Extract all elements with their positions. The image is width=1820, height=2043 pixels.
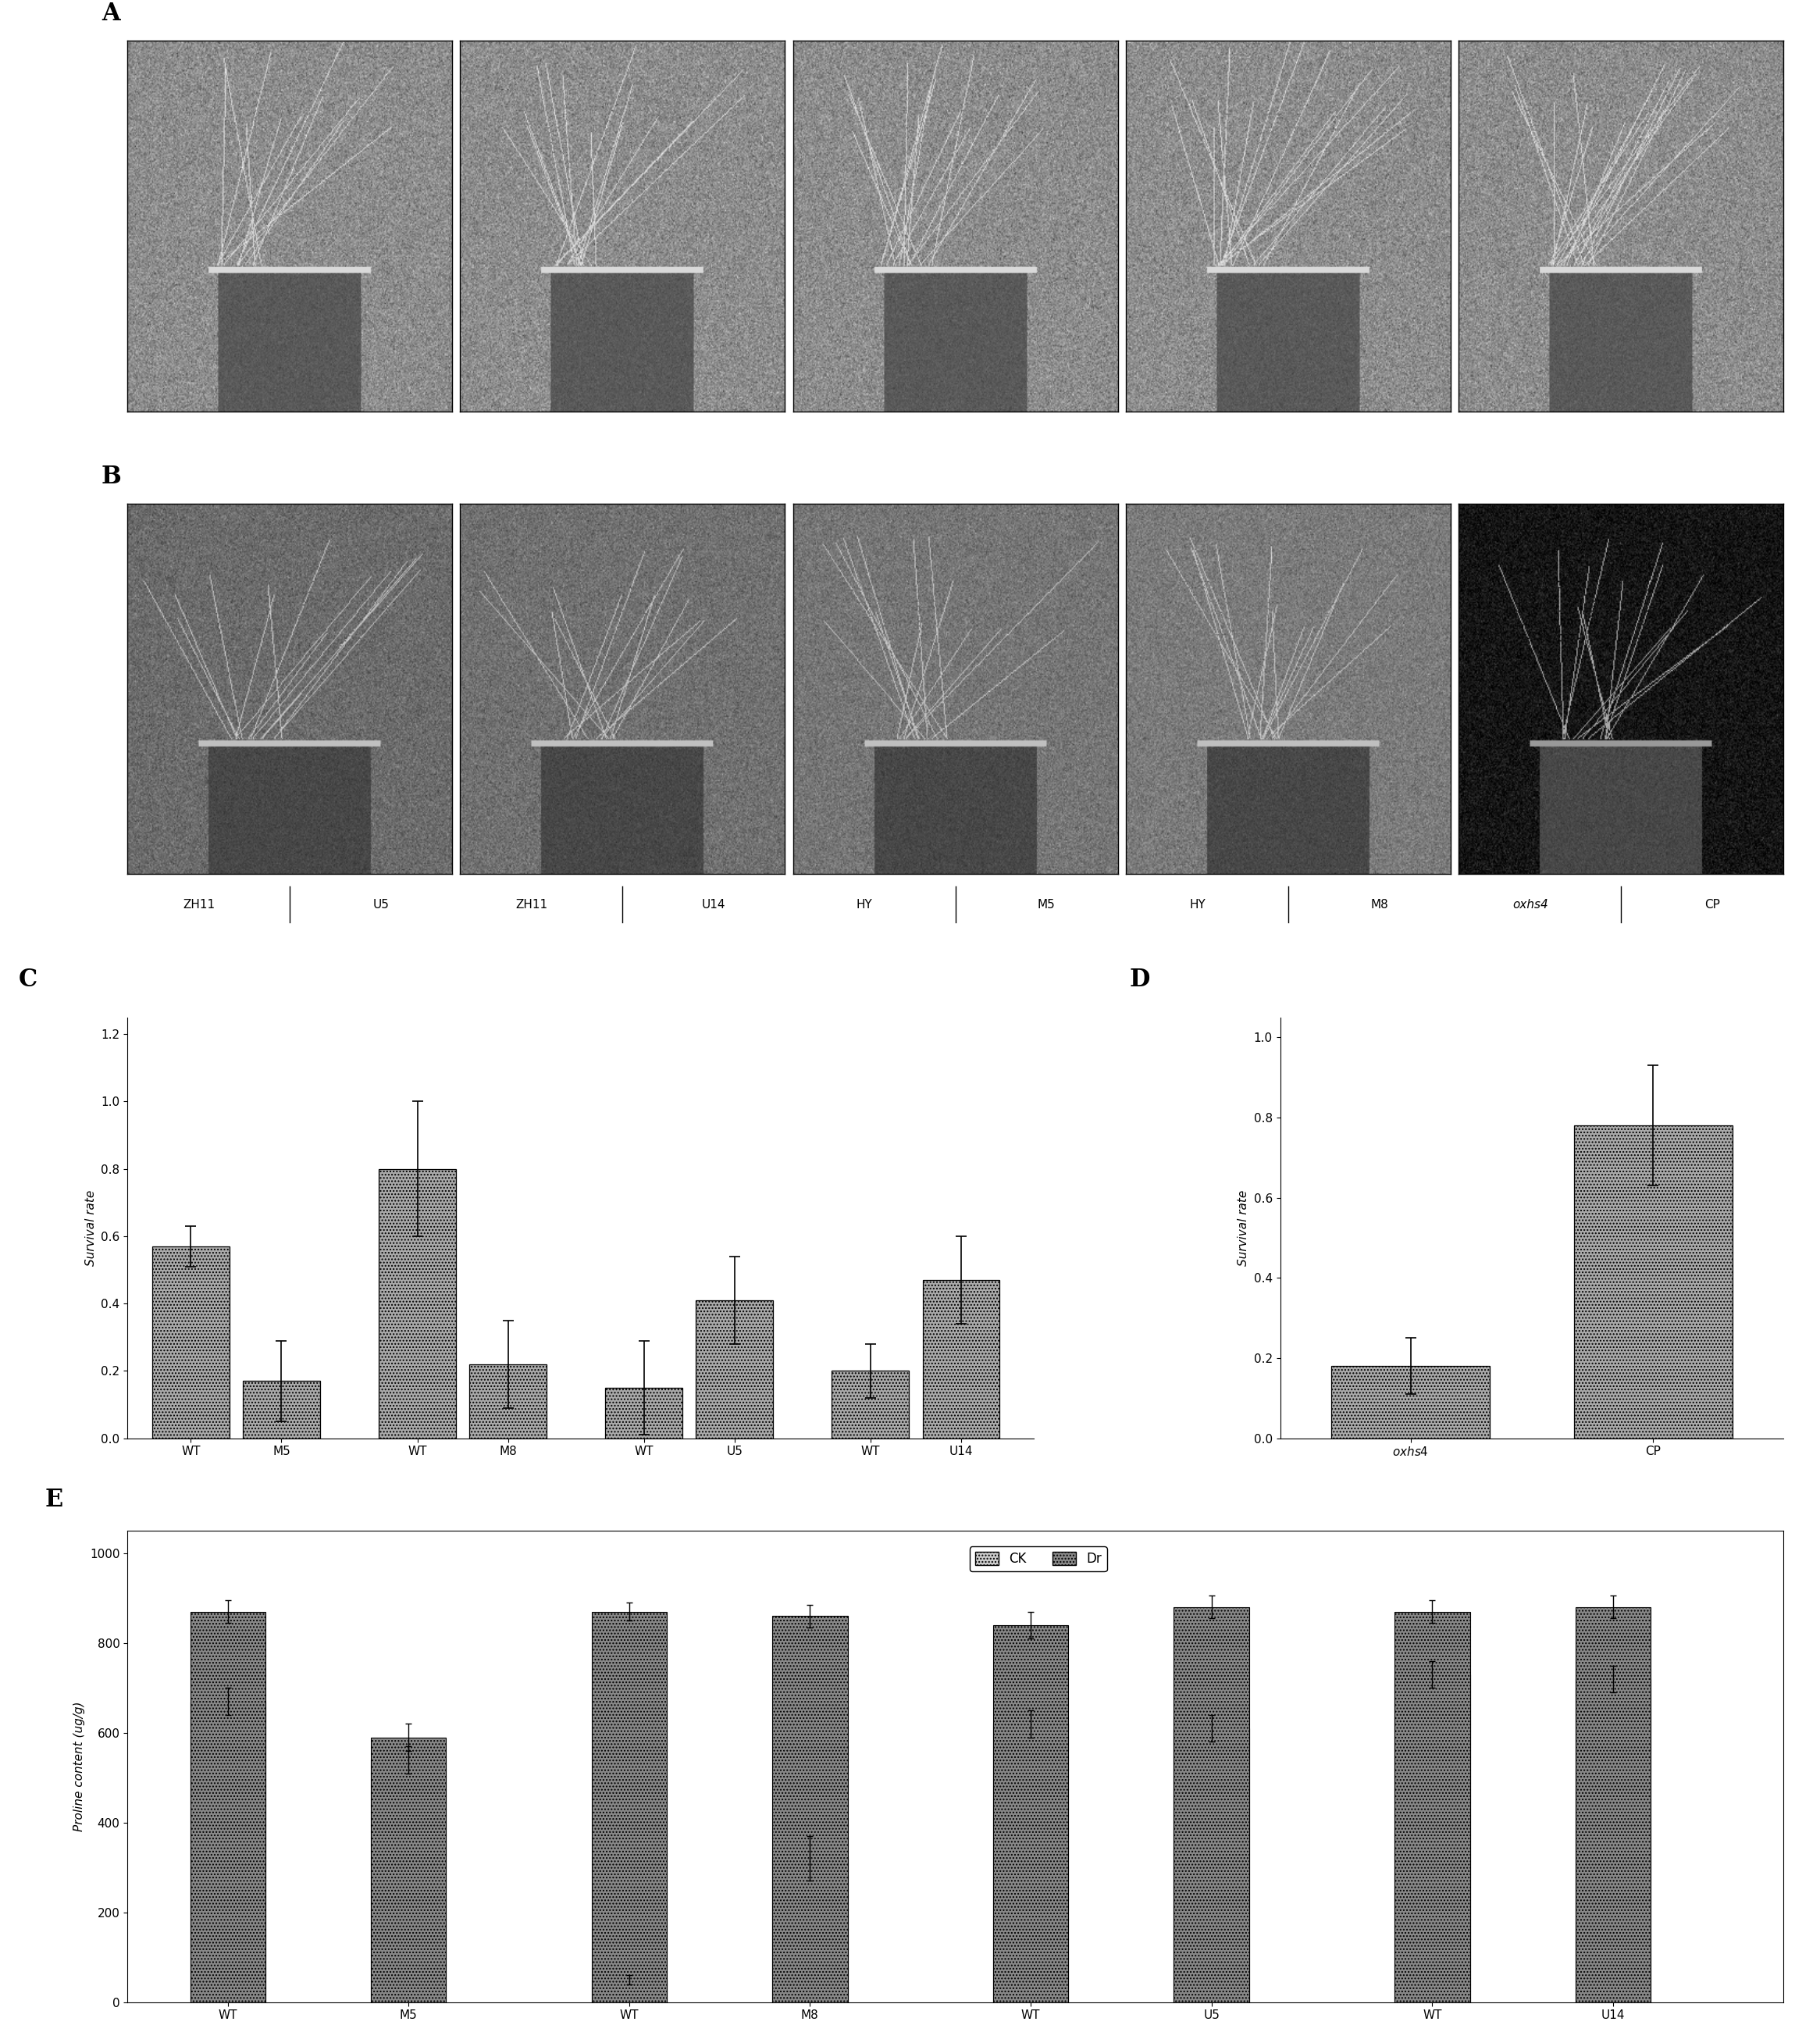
- Bar: [1174, 1608, 1249, 2002]
- Text: D: D: [1128, 968, 1150, 993]
- Text: C: C: [18, 968, 38, 993]
- Bar: [1174, 1728, 1249, 2002]
- Bar: [1574, 1126, 1733, 1438]
- Text: U14: U14: [703, 899, 726, 911]
- Bar: [1394, 1612, 1471, 2002]
- Text: HY: HY: [1188, 899, 1205, 911]
- Bar: [772, 1859, 848, 2002]
- Bar: [923, 1279, 999, 1438]
- Text: oxhs4: oxhs4: [1512, 899, 1549, 911]
- Bar: [994, 1724, 1068, 2002]
- Bar: [153, 1246, 229, 1438]
- Bar: [592, 1612, 666, 2002]
- Bar: [371, 1737, 446, 2002]
- Bar: [1576, 1608, 1651, 2002]
- Text: U5: U5: [373, 899, 389, 911]
- Bar: [189, 1702, 266, 2002]
- Bar: [606, 1387, 682, 1438]
- Text: ZH11: ZH11: [182, 899, 215, 911]
- Bar: [189, 1612, 266, 2002]
- Bar: [242, 1381, 320, 1438]
- Text: CP: CP: [1704, 899, 1720, 911]
- Text: ZH11: ZH11: [515, 899, 548, 911]
- Text: HY: HY: [857, 899, 872, 911]
- Bar: [592, 1980, 666, 2002]
- Bar: [832, 1371, 908, 1438]
- Text: A: A: [102, 2, 120, 27]
- Text: E: E: [46, 1487, 62, 1512]
- Bar: [1394, 1675, 1471, 2002]
- Y-axis label: Survival rate: Survival rate: [1238, 1189, 1249, 1267]
- Text: B: B: [102, 466, 122, 488]
- Text: M8: M8: [1370, 899, 1389, 911]
- Y-axis label: Survival rate: Survival rate: [86, 1189, 96, 1267]
- Bar: [470, 1365, 546, 1438]
- Legend: CK, Dr: CK, Dr: [970, 1547, 1107, 1571]
- Bar: [994, 1624, 1068, 2002]
- Bar: [695, 1299, 773, 1438]
- Bar: [371, 1759, 446, 2002]
- Bar: [379, 1169, 455, 1438]
- Bar: [1332, 1367, 1491, 1438]
- Bar: [1576, 1679, 1651, 2002]
- Y-axis label: Proline content (ug/g): Proline content (ug/g): [73, 1702, 86, 1831]
- Text: M5: M5: [1037, 899, 1056, 911]
- Bar: [772, 1616, 848, 2002]
